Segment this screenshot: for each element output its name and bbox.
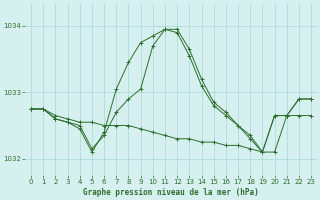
X-axis label: Graphe pression niveau de la mer (hPa): Graphe pression niveau de la mer (hPa) (83, 188, 259, 197)
